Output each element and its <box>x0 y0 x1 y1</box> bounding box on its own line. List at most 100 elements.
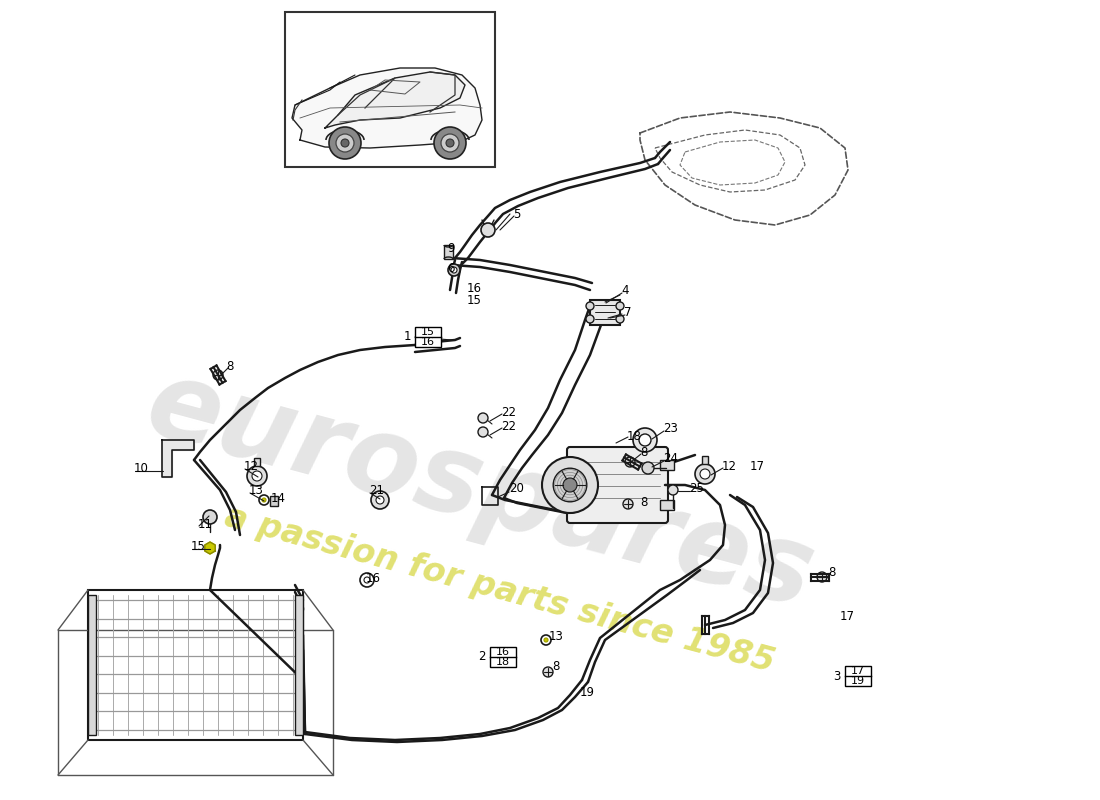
Bar <box>295 595 302 735</box>
Bar <box>415 327 441 347</box>
Circle shape <box>563 478 578 492</box>
Text: 16: 16 <box>496 647 510 657</box>
Circle shape <box>451 267 456 273</box>
Text: 22: 22 <box>500 419 516 433</box>
Text: 12: 12 <box>244 461 258 474</box>
Circle shape <box>341 139 349 147</box>
FancyBboxPatch shape <box>566 447 668 523</box>
Bar <box>88 595 96 735</box>
Text: 17: 17 <box>750 459 764 473</box>
Text: 14: 14 <box>271 493 286 506</box>
Circle shape <box>616 315 624 323</box>
Bar <box>702 456 708 464</box>
Circle shape <box>586 315 594 323</box>
Text: 13: 13 <box>549 630 564 643</box>
Text: 18: 18 <box>627 430 642 442</box>
Text: 1: 1 <box>404 330 411 343</box>
Text: eurospares: eurospares <box>135 350 825 630</box>
Circle shape <box>376 496 384 504</box>
Circle shape <box>623 499 632 509</box>
Circle shape <box>541 635 551 645</box>
Circle shape <box>625 457 635 467</box>
Polygon shape <box>292 68 482 148</box>
Text: 16: 16 <box>468 282 482 294</box>
Text: 12: 12 <box>722 459 737 473</box>
Text: 20: 20 <box>509 482 524 495</box>
Circle shape <box>478 427 488 437</box>
Circle shape <box>632 428 657 452</box>
Circle shape <box>434 127 466 159</box>
Polygon shape <box>324 72 465 128</box>
Circle shape <box>478 413 488 423</box>
Circle shape <box>586 302 594 310</box>
Circle shape <box>329 127 361 159</box>
Text: 16: 16 <box>366 573 381 586</box>
Polygon shape <box>205 542 216 554</box>
Text: 17: 17 <box>840 610 855 623</box>
Text: 17: 17 <box>851 666 865 676</box>
Bar <box>88 590 302 740</box>
Text: 6: 6 <box>447 262 454 275</box>
Bar <box>660 460 674 470</box>
Circle shape <box>616 302 624 310</box>
Circle shape <box>262 498 266 502</box>
Circle shape <box>817 572 827 582</box>
Circle shape <box>248 466 267 486</box>
Text: 15: 15 <box>191 541 206 554</box>
Circle shape <box>543 667 553 677</box>
Circle shape <box>441 134 459 152</box>
Text: 8: 8 <box>552 661 560 674</box>
Circle shape <box>258 495 270 505</box>
Circle shape <box>544 638 548 642</box>
Circle shape <box>213 370 223 380</box>
Text: 24: 24 <box>663 453 678 466</box>
Circle shape <box>336 134 354 152</box>
Circle shape <box>639 434 651 446</box>
Text: 10: 10 <box>134 462 148 475</box>
Text: 16: 16 <box>421 337 434 347</box>
Text: 7: 7 <box>624 306 631 319</box>
Circle shape <box>481 223 495 237</box>
Text: 9: 9 <box>447 242 454 255</box>
Circle shape <box>204 510 217 524</box>
Text: 3: 3 <box>834 670 842 682</box>
Text: 11: 11 <box>198 518 213 530</box>
Circle shape <box>360 573 374 587</box>
Text: a passion for parts since 1985: a passion for parts since 1985 <box>221 501 779 679</box>
Text: 15: 15 <box>468 294 482 306</box>
Circle shape <box>700 469 710 479</box>
Bar <box>845 666 871 686</box>
Text: 15: 15 <box>421 327 434 337</box>
Bar <box>270 496 278 506</box>
Circle shape <box>371 491 389 509</box>
Text: 4: 4 <box>621 285 628 298</box>
Bar <box>254 458 260 466</box>
Text: 8: 8 <box>828 566 835 578</box>
Bar <box>660 500 674 510</box>
Circle shape <box>446 139 454 147</box>
Text: 22: 22 <box>500 406 516 418</box>
Circle shape <box>542 457 598 513</box>
Text: 8: 8 <box>640 446 648 458</box>
Text: 2: 2 <box>478 650 486 663</box>
Text: 13: 13 <box>249 485 264 498</box>
Circle shape <box>448 264 460 276</box>
Text: 21: 21 <box>368 485 384 498</box>
Text: 5: 5 <box>513 207 520 221</box>
Bar <box>444 245 453 259</box>
Polygon shape <box>162 440 194 477</box>
Text: 18: 18 <box>496 657 510 667</box>
Circle shape <box>668 485 678 495</box>
Text: 23: 23 <box>663 422 678 435</box>
Circle shape <box>642 462 654 474</box>
Circle shape <box>553 468 586 502</box>
Bar <box>490 647 516 667</box>
Text: 25: 25 <box>689 482 704 495</box>
Circle shape <box>695 464 715 484</box>
Text: 19: 19 <box>580 686 595 698</box>
Bar <box>590 300 620 325</box>
Bar <box>285 12 495 167</box>
Circle shape <box>252 471 262 481</box>
Text: 8: 8 <box>226 359 233 373</box>
Circle shape <box>364 577 370 583</box>
